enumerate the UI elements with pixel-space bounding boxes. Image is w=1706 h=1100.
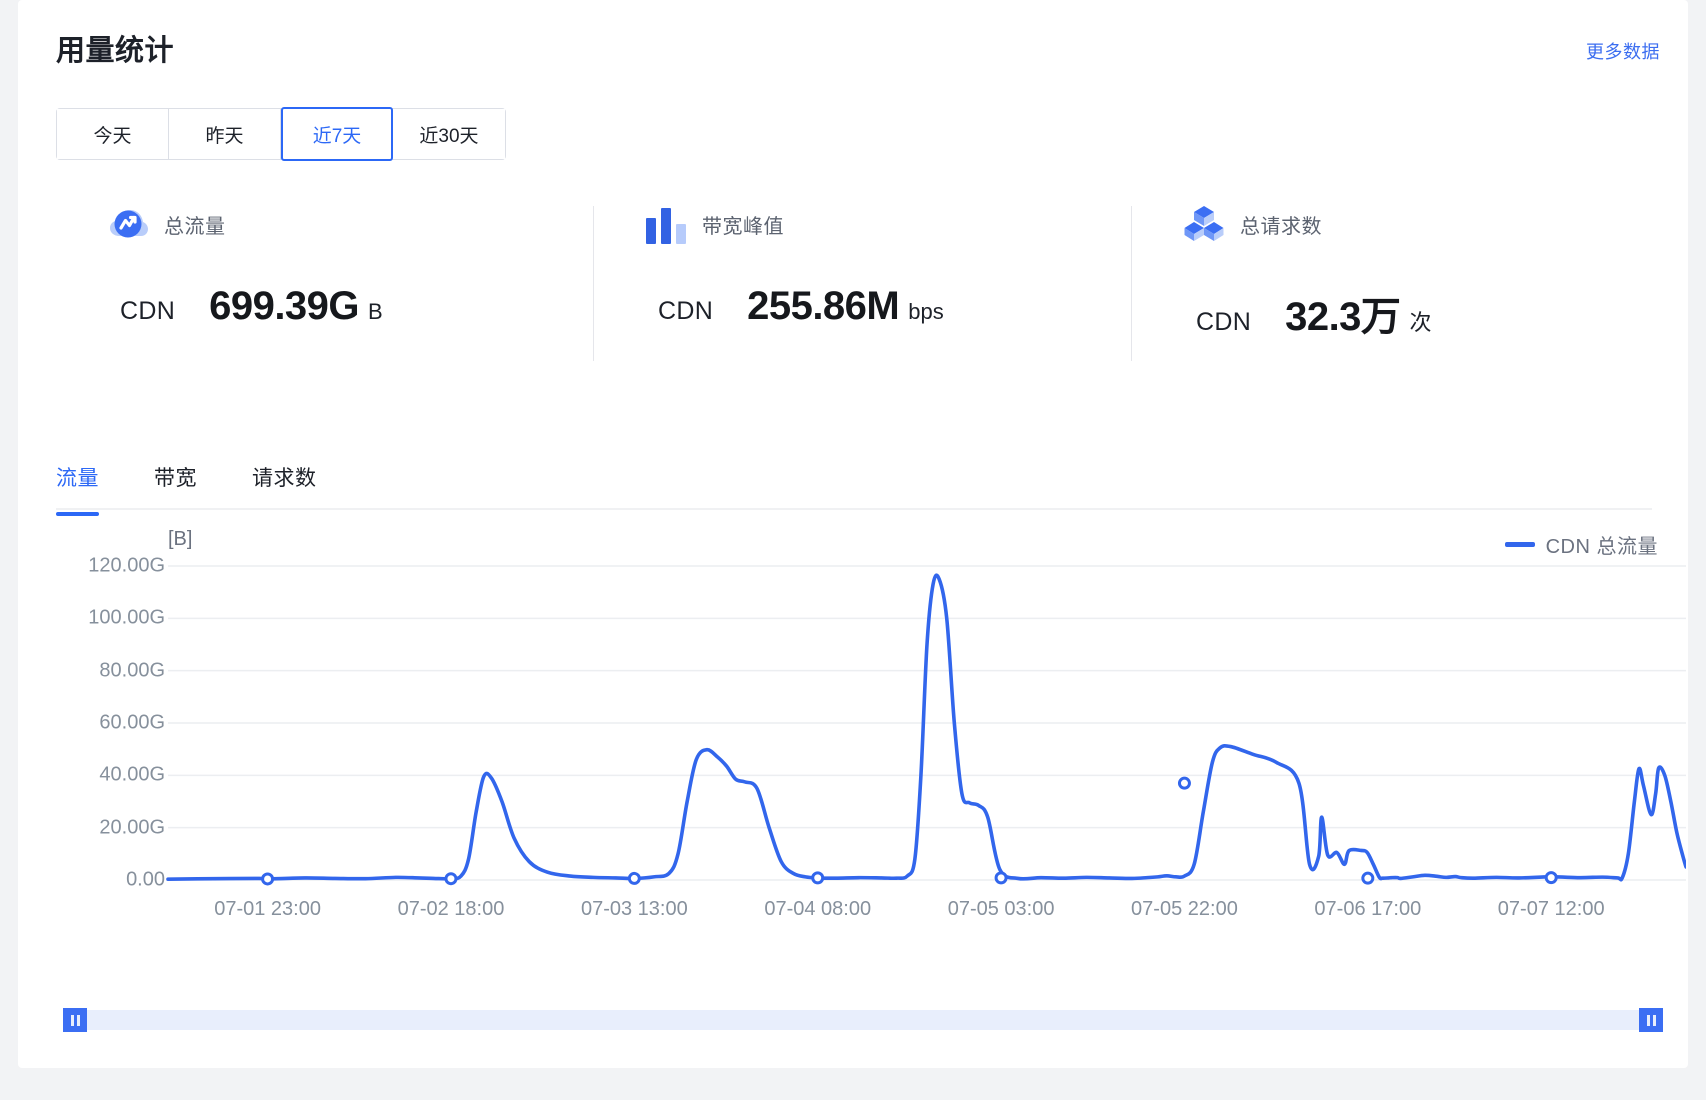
chart-data-point-2[interactable] xyxy=(627,871,641,885)
chart-data-point-6[interactable] xyxy=(1361,871,1375,885)
chart-tab-2[interactable]: 请求数 xyxy=(252,467,317,490)
summary-stats-row: 总流量 CDN 699.39G B 带宽峰值 xyxy=(56,202,1652,370)
chart-unit-label: [B] xyxy=(168,528,193,550)
chart-x-tick-label: 07-01 23:00 xyxy=(214,898,321,920)
chart-x-tick-label: 07-02 18:00 xyxy=(397,898,505,920)
stat-value: 255.86M xyxy=(747,284,900,328)
chart-y-tick-label: 20.00G xyxy=(99,816,165,839)
stat-value: 699.39G xyxy=(209,284,360,328)
chart-legend[interactable]: CDN 总流量 xyxy=(1504,530,1658,559)
date-range-tab-group[interactable]: 今天 昨天 近7天 近30天 xyxy=(56,107,506,161)
stat-unit: bps xyxy=(908,299,944,324)
stat-card-peak-bandwidth: 带宽峰值 CDN 255.86M bps xyxy=(594,202,1132,370)
stat-label: 带宽峰值 xyxy=(702,215,784,238)
stat-divider xyxy=(593,206,594,361)
stat-card-total-traffic: 总流量 CDN 699.39G B xyxy=(56,202,594,370)
range-tab-0[interactable]: 今天 xyxy=(57,109,169,159)
chart-y-tick-label: 100.00G xyxy=(88,606,165,629)
stat-label: 总流量 xyxy=(164,215,226,238)
stat-label: 总请求数 xyxy=(1240,215,1322,238)
stat-unit: B xyxy=(368,299,383,324)
datazoom-track[interactable] xyxy=(63,1010,1663,1030)
stat-header: 总请求数 xyxy=(1184,202,1652,246)
stat-header: 总流量 xyxy=(108,202,594,246)
chart-data-point-3[interactable] xyxy=(811,871,825,885)
chart-tab-0[interactable]: 流量 xyxy=(56,462,99,516)
range-tab-1[interactable]: 昨天 xyxy=(169,109,281,159)
stat-unit: 次 xyxy=(1409,310,1432,335)
chart-x-tick-label: 07-07 12:00 xyxy=(1497,898,1605,920)
stat-product: CDN xyxy=(120,297,176,325)
chart-data-point-4[interactable] xyxy=(994,871,1008,885)
stat-card-total-requests: 总请求数 CDN 32.3万 次 xyxy=(1132,202,1652,370)
stat-value: 32.3万 xyxy=(1285,295,1401,339)
chart-svg xyxy=(166,565,1688,886)
chart-datazoom-slider[interactable] xyxy=(63,1008,1663,1032)
chart-metric-tabs[interactable]: 流量 带宽 请求数 xyxy=(56,462,1652,516)
stat-body: CDN 255.86M bps xyxy=(646,284,1132,329)
chart-y-tick-label: 40.00G xyxy=(99,763,165,786)
chart-y-tick-label: 80.00G xyxy=(99,659,165,682)
legend-color-swatch xyxy=(1504,542,1535,547)
legend-label: CDN 总流量 xyxy=(1545,536,1658,558)
chart-data-point-0[interactable] xyxy=(261,872,275,886)
chart-y-tick-label: 0.00 xyxy=(126,868,165,891)
chart-x-tick-label: 07-03 13:00 xyxy=(580,898,688,920)
chart-x-tick-label: 07-04 08:00 xyxy=(764,898,872,920)
chart-line-series xyxy=(166,573,1688,882)
chart-plot-area xyxy=(56,558,1688,888)
usage-chart: [B] CDN 总流量 07-01 23:00 07-02 18:00 07-03 … xyxy=(56,528,1688,1028)
chart-data-point-7[interactable] xyxy=(1544,871,1558,885)
chart-y-tick-label: 120.00G xyxy=(88,554,165,577)
chart-x-tick-label: 07-05 03:00 xyxy=(947,898,1055,920)
cloud-traffic-icon xyxy=(108,204,148,244)
usage-stats-card: 用量统计 更多数据 今天 昨天 近7天 近30天 总流量 xyxy=(18,0,1688,1068)
stat-product: CDN xyxy=(658,297,714,325)
more-data-link[interactable]: 更多数据 xyxy=(1586,42,1660,62)
chart-data-point-1[interactable] xyxy=(444,872,458,886)
cubes-icon xyxy=(1184,204,1224,244)
bar-chart-icon xyxy=(646,204,686,244)
stat-divider xyxy=(1131,206,1132,361)
chart-x-tick-label: 07-05 22:00 xyxy=(1131,898,1238,920)
stat-header: 带宽峰值 xyxy=(646,202,1132,246)
datazoom-right-handle[interactable] xyxy=(1639,1008,1663,1032)
chart-tab-1[interactable]: 带宽 xyxy=(154,467,197,490)
chart-y-tick-label: 60.00G xyxy=(99,711,165,734)
chart-x-axis-labels: 07-01 23:00 07-02 18:00 07-03 13:00 07-04 0… xyxy=(56,898,1686,928)
stat-product: CDN xyxy=(1196,308,1252,336)
chart-data-point-5[interactable] xyxy=(1177,776,1191,790)
range-tab-3[interactable]: 近30天 xyxy=(393,109,505,159)
stat-body: CDN 699.39G B xyxy=(108,284,594,329)
chart-x-tick-label: 07-06 17:00 xyxy=(1314,898,1422,920)
range-tab-2[interactable]: 近7天 xyxy=(281,107,393,161)
page-title: 用量统计 xyxy=(56,35,175,67)
stat-body: CDN 32.3万 次 xyxy=(1184,284,1652,342)
datazoom-left-handle[interactable] xyxy=(63,1008,87,1032)
